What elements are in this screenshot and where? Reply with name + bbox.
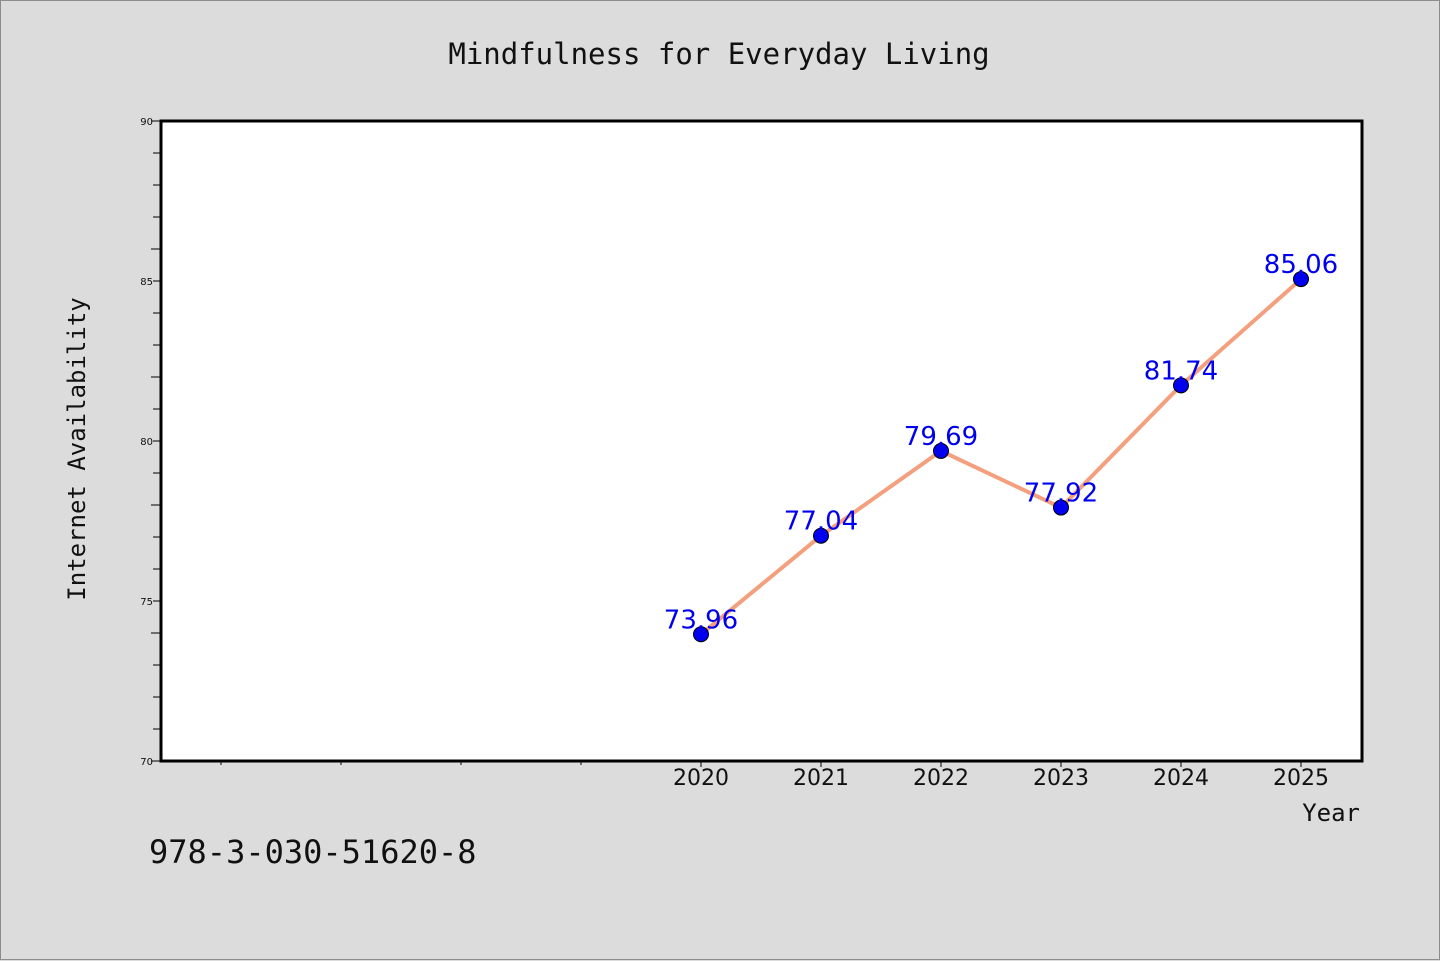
x-tick-label: 2024 bbox=[1153, 766, 1209, 791]
x-tick-label: 2022 bbox=[913, 766, 969, 791]
data-label: 79.69 bbox=[904, 422, 978, 452]
x-axis-label: Year bbox=[1302, 799, 1360, 827]
isbn-text: 978-3-030-51620-8 bbox=[149, 833, 477, 871]
y-axis-label: Internet Availability bbox=[63, 297, 91, 600]
data-label: 73.96 bbox=[664, 605, 738, 635]
series-layer: 73.96 77.04 79.69 77.92 81.74 85.06 bbox=[664, 250, 1338, 643]
x-tick-label: 2023 bbox=[1033, 766, 1089, 791]
data-point bbox=[813, 527, 829, 544]
x-axis: 2020 2021 2022 2023 2024 2025 bbox=[220, 761, 1329, 791]
data-point bbox=[693, 626, 709, 643]
data-point bbox=[933, 442, 949, 459]
y-axis: 70 75 80 85 90 bbox=[140, 117, 161, 768]
x-tick-label: 2020 bbox=[673, 766, 729, 791]
y-tick-label: 80 bbox=[140, 437, 153, 448]
series-line bbox=[699, 277, 1303, 636]
y-tick-label: 70 bbox=[140, 757, 153, 768]
data-label: 77.92 bbox=[1024, 479, 1098, 509]
data-label: 77.04 bbox=[784, 507, 858, 537]
y-tick-label: 85 bbox=[140, 277, 153, 288]
data-point bbox=[1053, 499, 1069, 516]
data-label: 85.06 bbox=[1264, 250, 1338, 280]
data-point bbox=[1173, 377, 1189, 394]
x-tick-label: 2021 bbox=[793, 766, 849, 791]
data-point bbox=[1293, 271, 1309, 288]
chart-title: Mindfulness for Everyday Living bbox=[448, 37, 989, 71]
y-tick-label: 75 bbox=[140, 597, 153, 608]
y-tick-label: 90 bbox=[140, 117, 153, 128]
data-label: 81.74 bbox=[1144, 356, 1218, 386]
x-tick-label: 2025 bbox=[1273, 766, 1329, 791]
plot-area bbox=[159, 119, 1364, 763]
